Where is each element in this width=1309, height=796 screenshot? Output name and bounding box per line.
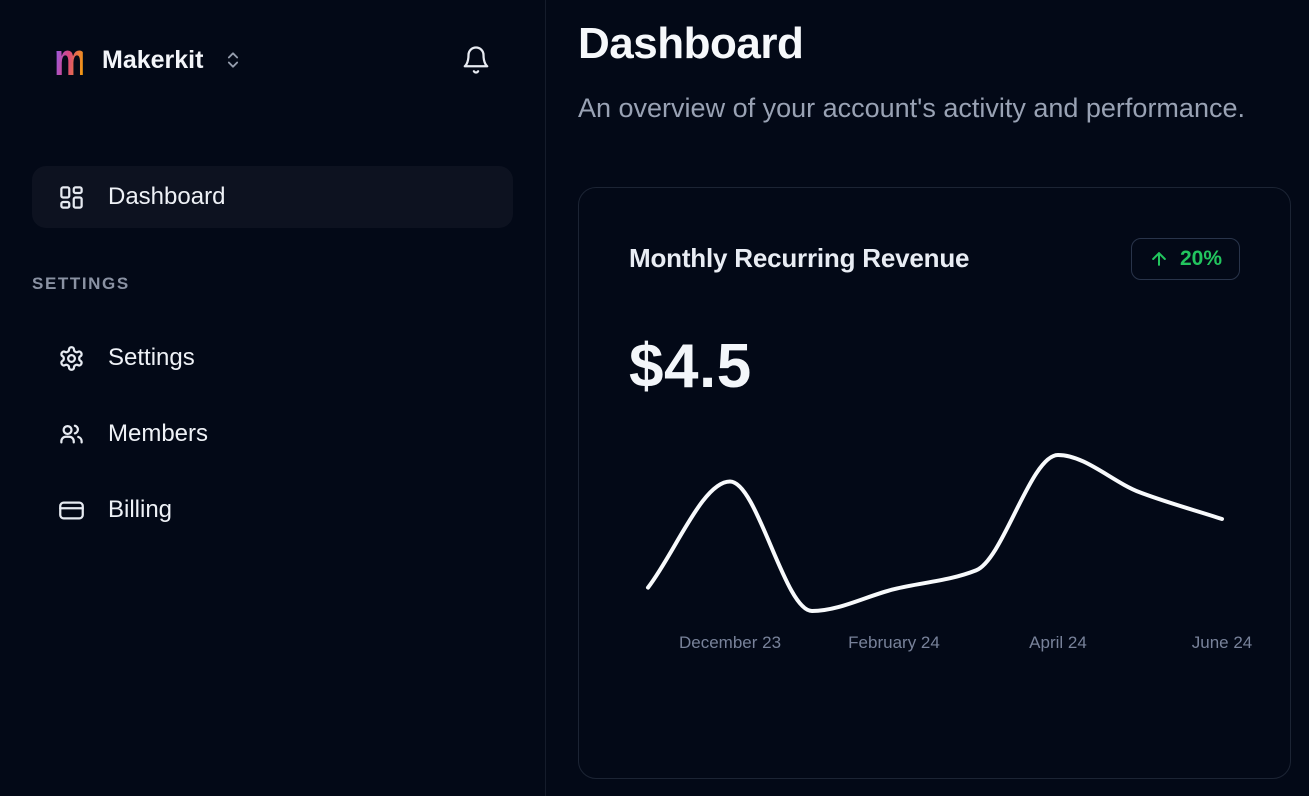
line-series [646, 452, 1224, 613]
x-axis-tick-label: February 24 [848, 632, 940, 652]
chevrons-up-down-icon [223, 50, 243, 70]
bell-icon [461, 45, 491, 75]
trend-value: 20% [1179, 246, 1222, 270]
sidebar-item-label: Settings [108, 344, 195, 371]
primary-nav: Dashboard [32, 166, 513, 228]
page-title: Dashboard [578, 19, 804, 68]
settings-nav: Settings Members Billing [32, 330, 513, 558]
sidebar-section-settings-label: SETTINGS [32, 274, 130, 293]
account-selector[interactable]: m Makerkit [54, 33, 243, 86]
x-axis-tick-label: June 24 [1191, 632, 1253, 652]
trend-badge: 20% [1130, 237, 1240, 280]
sidebar-item-dashboard[interactable]: Dashboard [32, 166, 513, 228]
metric-value: $4.5 [629, 331, 752, 401]
mrr-card: Monthly Recurring Revenue 20% $4.5 Decem… [578, 186, 1291, 779]
mrr-line-chart: December 23 February 24 April 24 June 24 [628, 440, 1252, 655]
line-chart-svg [646, 452, 1224, 613]
sidebar-item-settings[interactable]: Settings [32, 330, 513, 386]
users-icon [58, 421, 85, 448]
main-content: Dashboard An overview of your account's … [546, 0, 1309, 796]
gear-icon [58, 345, 85, 372]
brand-name: Makerkit [102, 45, 204, 74]
sidebar-item-label: Billing [108, 496, 173, 523]
credit-card-icon [58, 497, 85, 524]
sidebar: m Makerkit Dashboard SETTINGS Settings [0, 0, 546, 796]
x-axis-tick-label: April 24 [1029, 632, 1087, 652]
card-header: Monthly Recurring Revenue 20% [629, 237, 1240, 280]
arrow-up-icon [1149, 249, 1169, 269]
brand-row: m Makerkit [32, 33, 513, 86]
sidebar-item-label: Members [108, 420, 209, 447]
card-title: Monthly Recurring Revenue [629, 243, 970, 274]
notifications-button[interactable] [461, 45, 491, 75]
x-axis-labels: December 23 February 24 April 24 June 24 [628, 632, 1252, 655]
x-axis-tick-label: December 23 [678, 632, 782, 652]
page-subtitle: An overview of your account's activity a… [578, 93, 1245, 124]
sidebar-item-members[interactable]: Members [32, 406, 513, 462]
layout-dashboard-icon [58, 184, 85, 211]
sidebar-item-billing[interactable]: Billing [32, 482, 513, 538]
sidebar-item-label: Dashboard [108, 183, 226, 210]
makerkit-logo: m [54, 33, 87, 86]
